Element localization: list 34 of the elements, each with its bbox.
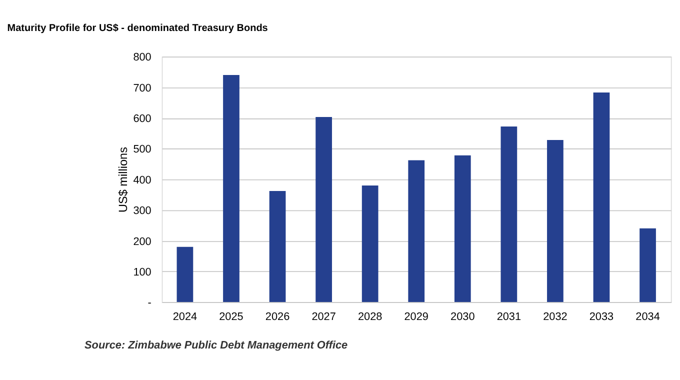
y-tick-label: 400: [133, 174, 152, 186]
x-tick-label: 2027: [312, 310, 336, 323]
x-tick-label: 2030: [450, 310, 475, 323]
bar: [362, 185, 378, 302]
y-tick-label: 100: [133, 266, 152, 278]
source-note: Source: Zimbabwe Public Debt Management Office: [84, 339, 348, 352]
y-tick-label: -: [148, 297, 152, 310]
chart-title: Maturity Profile for US$ - denominated Treasury Bonds: [7, 23, 268, 34]
y-tick-label: 200: [133, 236, 152, 248]
x-tick-label: 2026: [265, 310, 290, 323]
x-tick-label: 2028: [358, 310, 382, 323]
x-tick-label: 2029: [404, 310, 428, 323]
bar: [176, 246, 194, 302]
y-tick-label: 300: [133, 205, 152, 218]
y-tick-label: 600: [133, 113, 152, 126]
bar: [316, 117, 332, 302]
bar: [408, 160, 425, 302]
bar: [547, 140, 564, 302]
bar: [640, 228, 656, 302]
x-tick-label: 2034: [636, 310, 660, 323]
x-tick-label: 2031: [496, 310, 522, 323]
y-tick-label: 700: [133, 82, 152, 94]
y-tick-label: 500: [133, 144, 152, 156]
bar: [454, 155, 471, 302]
bar: [500, 126, 518, 302]
x-tick-label: 2033: [589, 310, 614, 323]
bar: [269, 190, 286, 302]
bar: [593, 92, 610, 302]
y-tick-label: 800: [133, 52, 152, 64]
x-tick-label: 2025: [219, 310, 244, 323]
x-tick-label: 2032: [543, 310, 568, 323]
x-tick-label: 2024: [172, 310, 198, 323]
bar: [223, 75, 240, 302]
y-axis-title: US$ millions: [116, 146, 130, 213]
